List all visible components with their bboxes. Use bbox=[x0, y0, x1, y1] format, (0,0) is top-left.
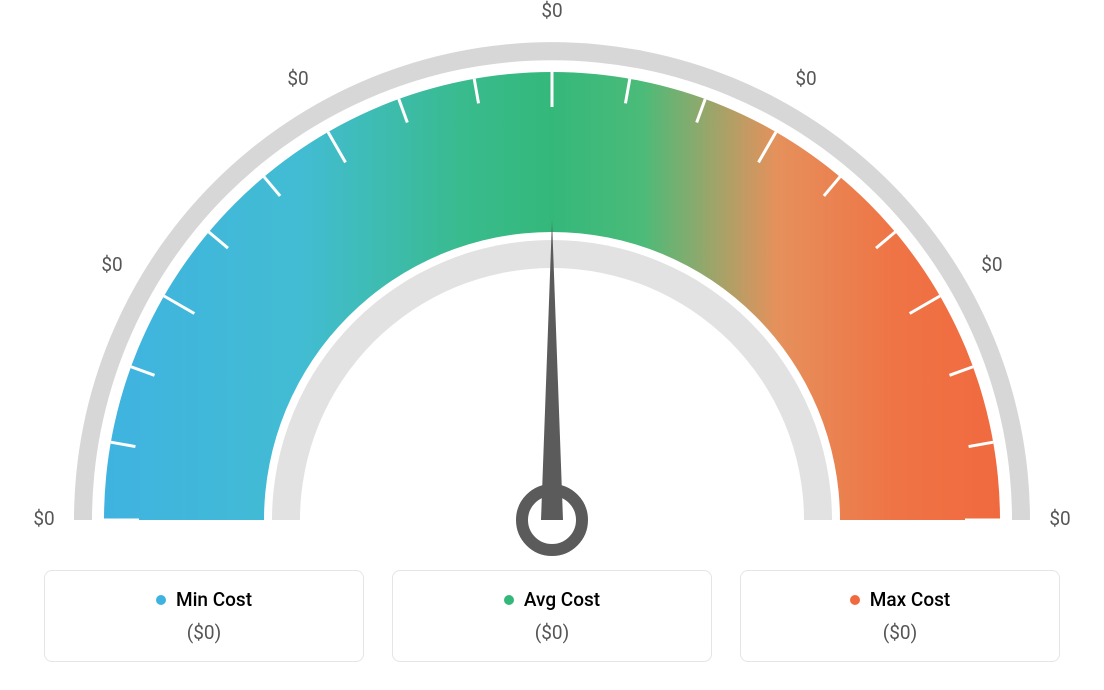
legend-label-avg: Avg Cost bbox=[504, 588, 600, 611]
legend-row: Min Cost ($0) Avg Cost ($0) Max Cost ($0… bbox=[0, 570, 1104, 662]
svg-text:$0: $0 bbox=[981, 253, 1002, 276]
legend-label-text: Avg Cost bbox=[524, 588, 600, 611]
legend-value-max: ($0) bbox=[883, 621, 917, 644]
svg-text:$0: $0 bbox=[287, 67, 308, 90]
legend-label-text: Min Cost bbox=[176, 588, 252, 611]
legend-label-max: Max Cost bbox=[850, 588, 950, 611]
legend-card-max: Max Cost ($0) bbox=[740, 570, 1060, 662]
svg-text:$0: $0 bbox=[541, 0, 562, 22]
gauge-chart: $0 $0 $0 $0 $0 $0 $0 bbox=[0, 0, 1104, 560]
svg-text:$0: $0 bbox=[33, 507, 54, 530]
dot-icon bbox=[504, 595, 514, 605]
dot-icon bbox=[156, 595, 166, 605]
legend-value-min: ($0) bbox=[187, 621, 221, 644]
legend-value-avg: ($0) bbox=[535, 621, 569, 644]
legend-label-min: Min Cost bbox=[156, 588, 252, 611]
svg-text:$0: $0 bbox=[1049, 507, 1070, 530]
dot-icon bbox=[850, 595, 860, 605]
legend-label-text: Max Cost bbox=[870, 588, 950, 611]
legend-card-avg: Avg Cost ($0) bbox=[392, 570, 712, 662]
legend-card-min: Min Cost ($0) bbox=[44, 570, 364, 662]
svg-text:$0: $0 bbox=[795, 67, 816, 90]
svg-text:$0: $0 bbox=[101, 253, 122, 276]
gauge-svg: $0 $0 $0 $0 $0 $0 $0 bbox=[0, 0, 1104, 560]
